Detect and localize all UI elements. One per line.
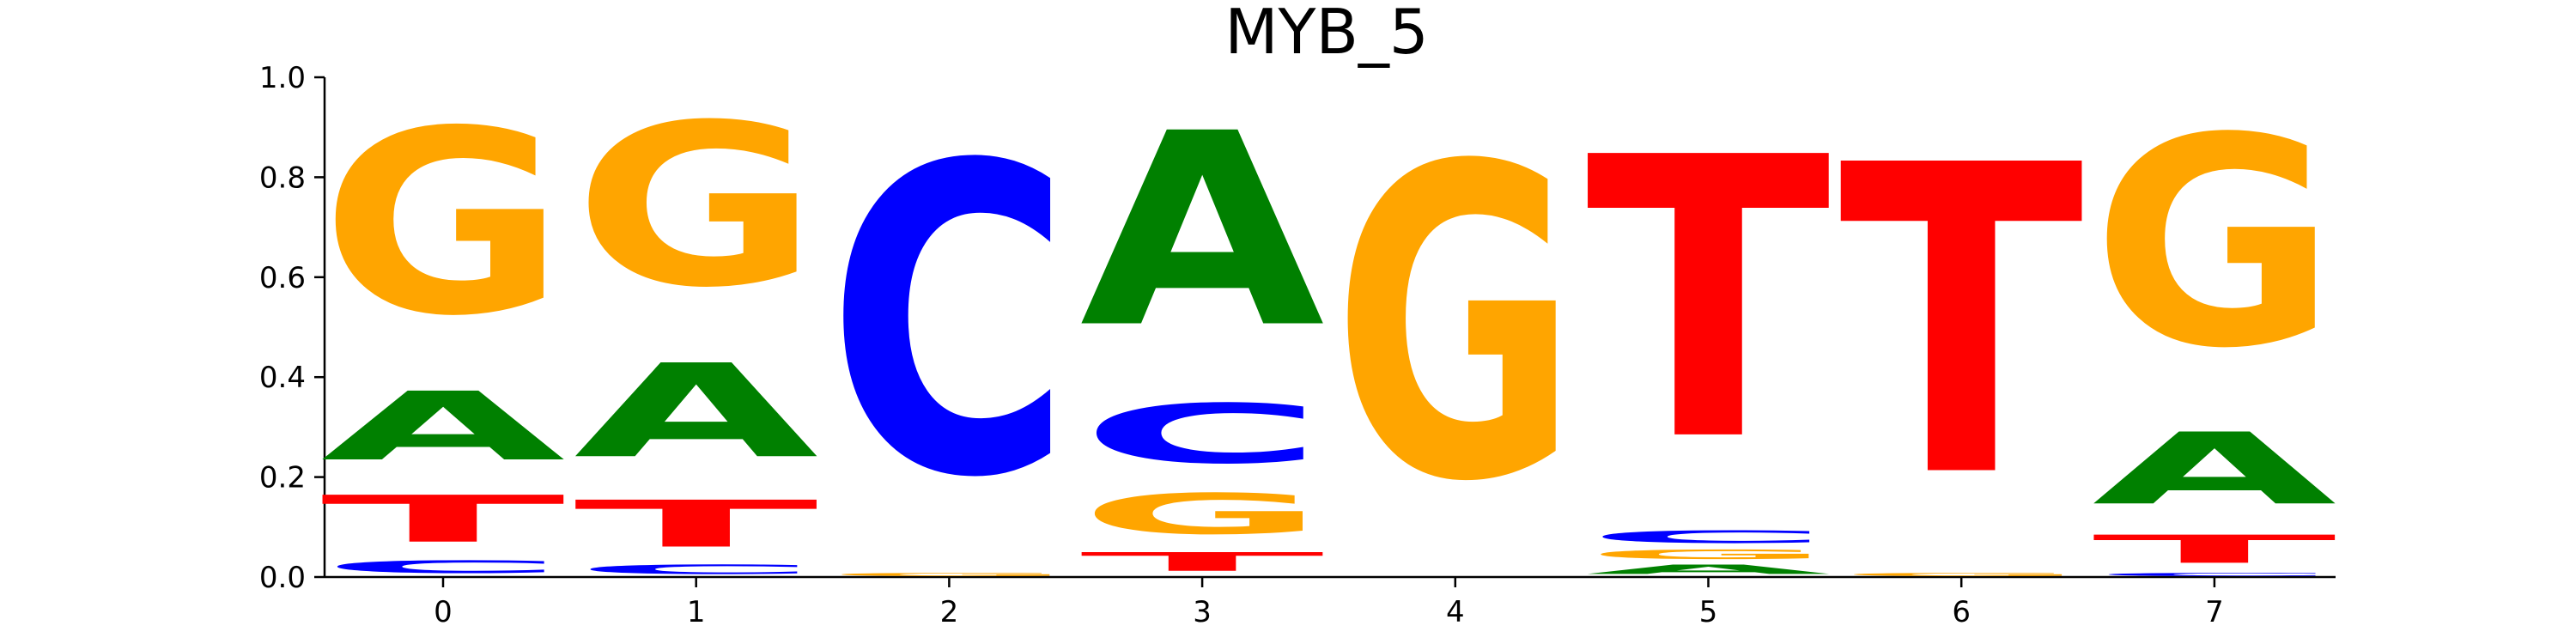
logo-letter-G: G bbox=[1080, 482, 1325, 547]
logo-letter-glyph: T bbox=[2092, 527, 2338, 572]
logo-letter-glyph: T bbox=[574, 487, 820, 562]
logo-letter-glyph: T bbox=[1839, 76, 2086, 570]
logo-letter-glyph: T bbox=[1586, 76, 1832, 526]
logo-letter-glyph: G bbox=[1586, 547, 1831, 562]
logo-letter-glyph: G bbox=[827, 572, 1072, 577]
logo-letter-T: T bbox=[1586, 76, 1832, 526]
logo-letter-glyph: A bbox=[2092, 412, 2339, 527]
y-tick-label: 0.0 bbox=[259, 561, 306, 595]
x-tick-label: 3 bbox=[1193, 595, 1212, 629]
logo-letter-A: A bbox=[2092, 412, 2339, 527]
logo-letter-glyph: G bbox=[321, 76, 566, 371]
logo-letter-glyph: C bbox=[574, 562, 818, 576]
logo-letter-C: C bbox=[827, 76, 1072, 570]
logo-letter-glyph: A bbox=[574, 337, 821, 487]
logo-letter-C: C bbox=[1080, 387, 1325, 482]
logo-letter-T: T bbox=[574, 487, 820, 562]
x-tick-label: 2 bbox=[940, 595, 959, 629]
logo-letter-glyph: T bbox=[1080, 547, 1327, 577]
logo-letter-glyph: G bbox=[2092, 76, 2336, 411]
logo-letter-G: G bbox=[1333, 77, 1577, 576]
logo-letter-G: G bbox=[2092, 76, 2336, 411]
logo-letter-C: C bbox=[321, 557, 566, 577]
logo-letter-glyph: A bbox=[1080, 77, 1327, 386]
logo-letter-G: G bbox=[1839, 572, 2084, 577]
x-tick-label: 1 bbox=[687, 595, 706, 629]
y-tick-label: 0.6 bbox=[259, 261, 306, 295]
logo-letter-glyph: A bbox=[1586, 562, 1833, 577]
logo-letter-T: T bbox=[2092, 527, 2338, 572]
logo-letter-glyph: A bbox=[321, 373, 568, 483]
x-tick-label: 7 bbox=[2205, 595, 2224, 629]
logo-letter-glyph: T bbox=[321, 482, 568, 556]
chart-title: MYB_5 bbox=[1224, 0, 1428, 68]
logo-letter-glyph: C bbox=[827, 76, 1072, 570]
logo-letter-G: G bbox=[1586, 547, 1831, 562]
y-tick-label: 0.4 bbox=[259, 361, 306, 395]
logo-letter-G: G bbox=[321, 76, 566, 371]
y-tick-label: 0.8 bbox=[259, 161, 306, 195]
logo-letter-glyph: G bbox=[1080, 482, 1325, 547]
logo-letter-glyph: G bbox=[1333, 77, 1577, 576]
y-tick-label: 0.2 bbox=[259, 461, 306, 495]
logo-letter-T: T bbox=[1080, 547, 1327, 577]
logo-letter-glyph: C bbox=[321, 557, 566, 577]
logo-letter-A: A bbox=[574, 337, 821, 487]
logo-letter-T: T bbox=[1839, 76, 2086, 570]
x-axis: 0 1 2 3 4 5 6 7 bbox=[325, 575, 2336, 629]
y-tick-label: 1.0 bbox=[259, 61, 306, 95]
x-tick-label: 0 bbox=[434, 595, 453, 629]
logo-letter-C: C bbox=[574, 562, 818, 576]
logo-letter-T: T bbox=[321, 482, 568, 556]
logo-letter-A: A bbox=[1586, 562, 1833, 577]
logo-letter-glyph: C bbox=[1586, 527, 1831, 547]
x-tick-label: 5 bbox=[1699, 595, 1718, 629]
x-tick-label: 4 bbox=[1446, 595, 1465, 629]
logo-letter-C: C bbox=[1586, 527, 1831, 547]
y-axis: 0.0 0.2 0.4 0.6 0.8 1.0 bbox=[259, 61, 326, 595]
logo-letter-glyph: G bbox=[574, 77, 818, 337]
logo-letter-G: G bbox=[574, 77, 818, 337]
logo-letter-A: A bbox=[1080, 77, 1327, 386]
logo-letter-G: G bbox=[827, 572, 1072, 577]
logo-letter-A: A bbox=[321, 373, 568, 483]
logo-letter-glyph: C bbox=[2092, 572, 2336, 577]
logo-letter-C: C bbox=[2092, 572, 2336, 577]
x-tick-label: 6 bbox=[1952, 595, 1971, 629]
logo-letter-glyph: G bbox=[1839, 572, 2084, 577]
logo-letter-glyph: C bbox=[1080, 387, 1325, 482]
